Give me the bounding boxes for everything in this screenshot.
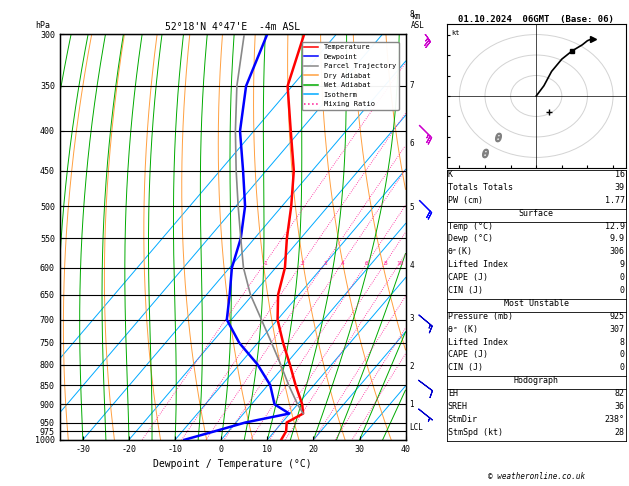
Text: SREH: SREH	[448, 402, 468, 411]
Legend: Temperature, Dewpoint, Parcel Trajectory, Dry Adiabat, Wet Adiabat, Isotherm, Mi: Temperature, Dewpoint, Parcel Trajectory…	[301, 41, 399, 110]
Text: 0: 0	[620, 286, 625, 295]
Text: θᵉ(K): θᵉ(K)	[448, 247, 473, 257]
Text: 1: 1	[263, 260, 267, 266]
Text: 3: 3	[323, 260, 327, 266]
Text: 9.9: 9.9	[610, 234, 625, 243]
Text: K: K	[448, 170, 453, 179]
Text: kt: kt	[452, 30, 460, 35]
Text: Hodograph: Hodograph	[514, 376, 559, 385]
Text: Dewp (°C): Dewp (°C)	[448, 234, 493, 243]
Text: 82: 82	[615, 389, 625, 398]
Text: Lifted Index: Lifted Index	[448, 337, 508, 347]
X-axis label: Dewpoint / Temperature (°C): Dewpoint / Temperature (°C)	[153, 459, 312, 469]
Text: 12.9: 12.9	[604, 222, 625, 231]
Text: Totals Totals: Totals Totals	[448, 183, 513, 192]
Text: 6: 6	[365, 260, 369, 266]
Text: Pressure (mb): Pressure (mb)	[448, 312, 513, 321]
Text: Temp (°C): Temp (°C)	[448, 222, 493, 231]
Text: 238°: 238°	[604, 415, 625, 424]
Text: km
ASL: km ASL	[411, 12, 425, 30]
Text: 36: 36	[615, 402, 625, 411]
Text: EH: EH	[448, 389, 458, 398]
Text: 0: 0	[620, 273, 625, 282]
Text: 8: 8	[409, 10, 414, 19]
Text: 0: 0	[620, 350, 625, 360]
Text: 28: 28	[615, 428, 625, 437]
Text: 10: 10	[396, 260, 403, 266]
Text: 3: 3	[409, 313, 414, 323]
Text: 1.77: 1.77	[604, 196, 625, 205]
Text: 8: 8	[383, 260, 387, 266]
Text: Lifted Index: Lifted Index	[448, 260, 508, 269]
Text: 307: 307	[610, 325, 625, 334]
Text: StmDir: StmDir	[448, 415, 478, 424]
Text: 2: 2	[300, 260, 304, 266]
Text: © weatheronline.co.uk: © weatheronline.co.uk	[487, 472, 585, 481]
Text: 9: 9	[620, 260, 625, 269]
Text: 306: 306	[610, 247, 625, 257]
Text: hPa: hPa	[36, 21, 50, 30]
Title: 52°18'N 4°47'E  -4m ASL: 52°18'N 4°47'E -4m ASL	[165, 22, 300, 32]
Text: 4: 4	[409, 261, 414, 270]
Text: θᵉ (K): θᵉ (K)	[448, 325, 478, 334]
Text: LCL: LCL	[409, 423, 423, 432]
Text: 4: 4	[340, 260, 344, 266]
Text: 39: 39	[615, 183, 625, 192]
Text: 7: 7	[409, 82, 414, 90]
Text: Surface: Surface	[519, 208, 554, 218]
Text: 8: 8	[620, 337, 625, 347]
Text: PW (cm): PW (cm)	[448, 196, 483, 205]
Text: CAPE (J): CAPE (J)	[448, 273, 488, 282]
Text: 01.10.2024  06GMT  (Base: 06): 01.10.2024 06GMT (Base: 06)	[459, 15, 614, 24]
Text: Most Unstable: Most Unstable	[504, 299, 569, 308]
Text: CIN (J): CIN (J)	[448, 286, 483, 295]
Text: CIN (J): CIN (J)	[448, 364, 483, 372]
Text: CAPE (J): CAPE (J)	[448, 350, 488, 360]
Text: 0: 0	[620, 364, 625, 372]
Text: 6: 6	[409, 139, 414, 148]
Text: 16: 16	[615, 170, 625, 179]
Text: 5: 5	[409, 203, 414, 212]
Text: 1: 1	[409, 400, 414, 409]
Text: 2: 2	[409, 362, 414, 371]
Text: StmSpd (kt): StmSpd (kt)	[448, 428, 503, 437]
Text: 925: 925	[610, 312, 625, 321]
